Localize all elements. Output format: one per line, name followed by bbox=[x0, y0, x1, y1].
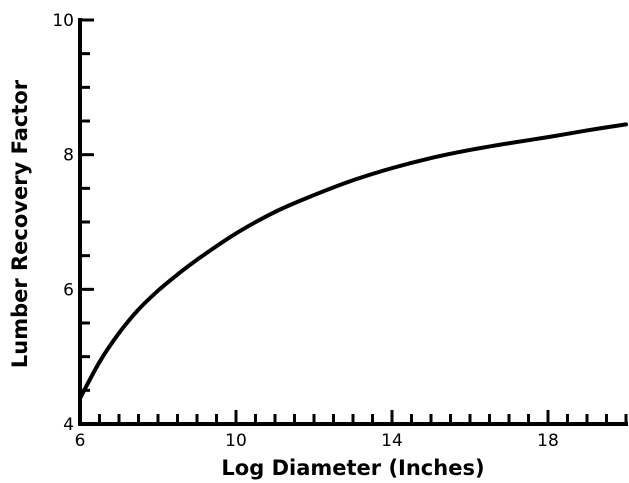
x-tick-label: 6 bbox=[75, 431, 86, 451]
y-tick-label: 8 bbox=[63, 146, 74, 166]
x-tick-label: 10 bbox=[225, 431, 247, 451]
y-tick-label: 4 bbox=[63, 415, 74, 435]
y-axis-title: Lumber Recovery Factor bbox=[8, 79, 32, 368]
y-tick-label: 10 bbox=[52, 11, 74, 31]
x-tick-label: 18 bbox=[537, 431, 559, 451]
ticks-layer bbox=[78, 18, 628, 426]
series-line bbox=[78, 122, 628, 401]
x-tick-label: 14 bbox=[381, 431, 403, 451]
x-axis-title: Log Diameter (Inches) bbox=[221, 456, 484, 480]
y-tick-label: 6 bbox=[63, 280, 74, 300]
